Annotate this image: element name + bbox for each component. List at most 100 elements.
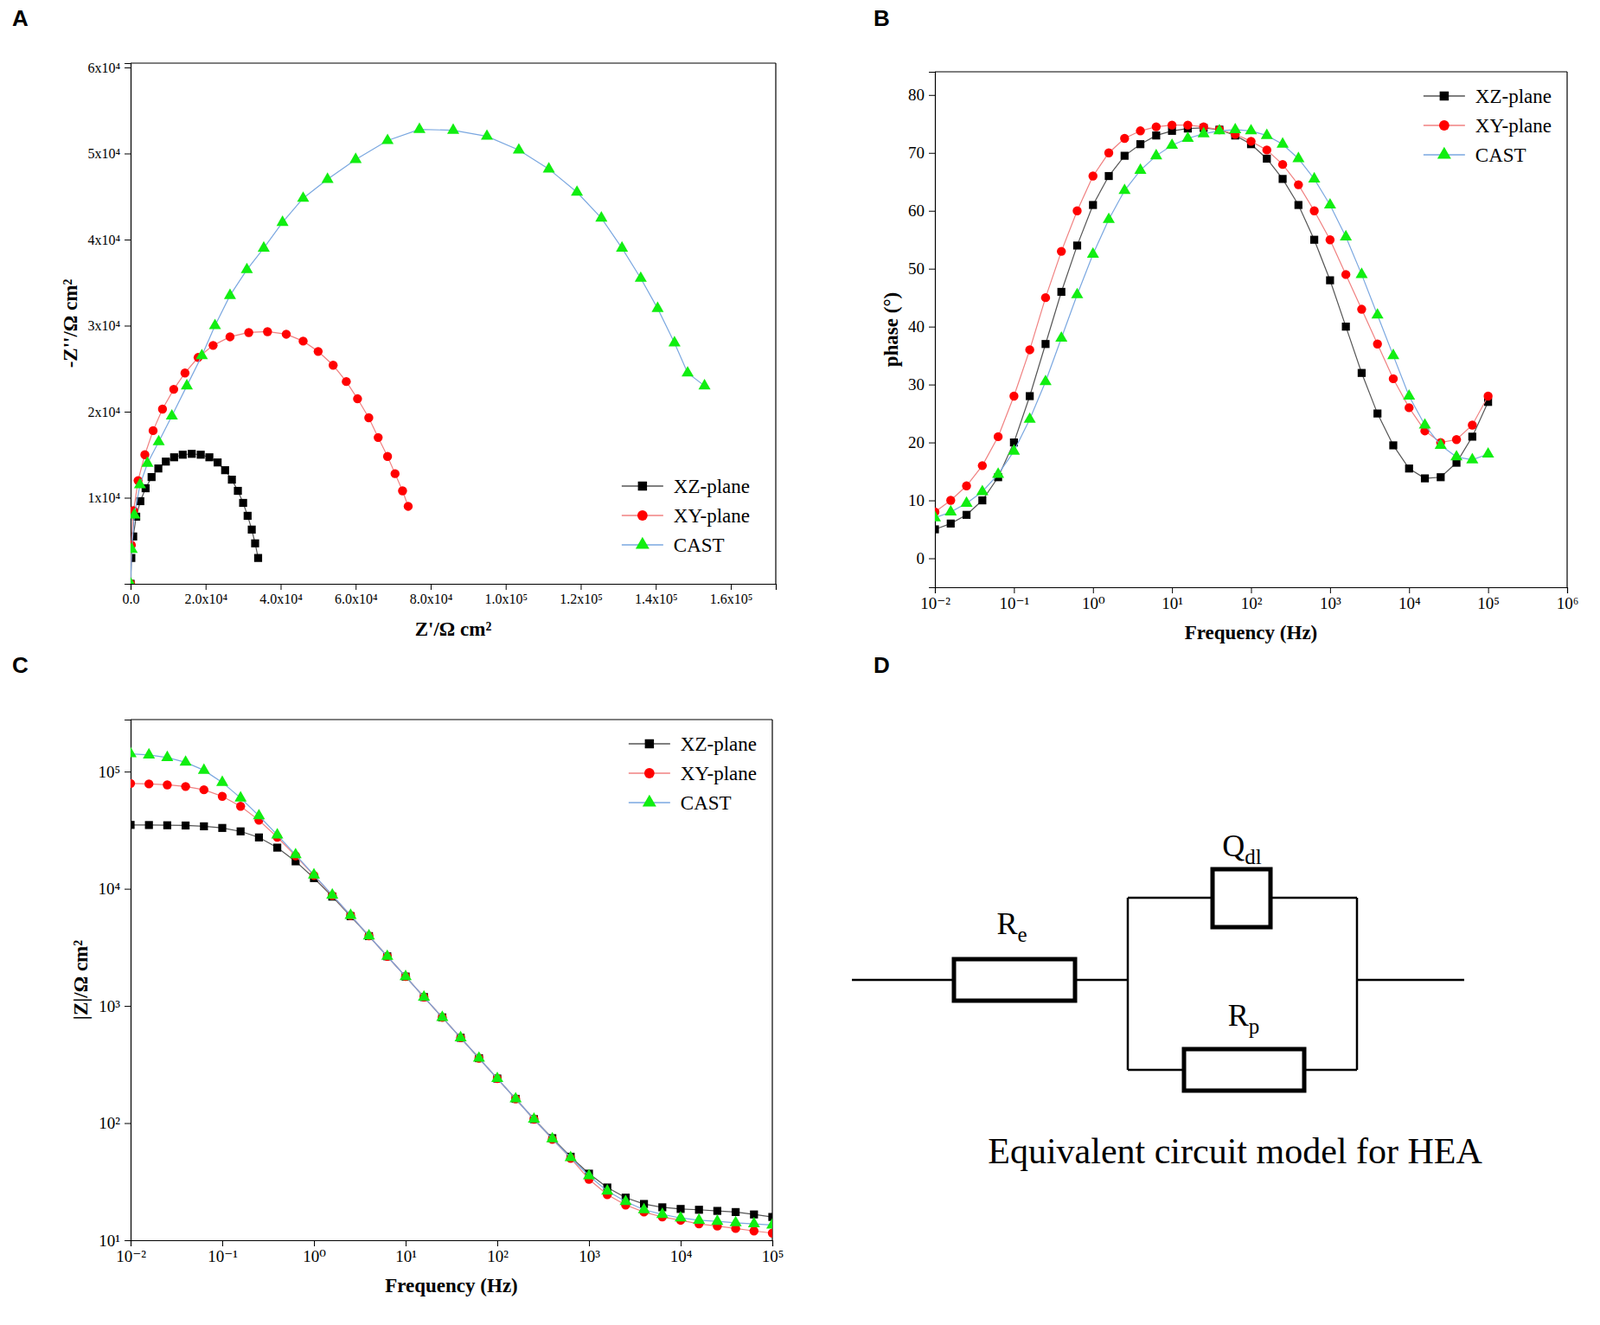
- data-point: [240, 262, 253, 274]
- element-symbol: R: [1228, 998, 1249, 1033]
- data-point: [161, 457, 170, 466]
- tick: 10⁻¹: [999, 587, 1031, 613]
- data-point: [1388, 441, 1397, 449]
- legend-label: XZ-plane: [680, 733, 757, 756]
- legend-marker: [638, 481, 647, 491]
- data-point: [321, 172, 334, 183]
- panel-2: 10⁻²10⁻¹10⁰10¹10²10³10⁴10⁵10¹10²10³10⁴10…: [12, 652, 784, 1297]
- data-point: [1244, 123, 1257, 135]
- data-point: [1325, 235, 1335, 244]
- tick-mark: [124, 1005, 131, 1007]
- wire: [1127, 1068, 1184, 1072]
- data-point: [252, 808, 265, 820]
- data-point: [1118, 183, 1131, 194]
- data-point: [1104, 172, 1113, 180]
- data-point: [454, 1030, 468, 1042]
- data-point: [1278, 174, 1287, 183]
- data-point: [162, 780, 172, 789]
- tick-label: 2.0x10⁴: [184, 591, 228, 607]
- data-point: [638, 1203, 651, 1214]
- tick-mark: [1408, 587, 1410, 594]
- legend-entry: XZ-plane: [621, 475, 750, 498]
- data-point: [130, 779, 135, 788]
- tick-mark: [928, 153, 935, 154]
- tick-label: 1x10⁴: [87, 490, 121, 506]
- data-point: [766, 1217, 773, 1229]
- tick-label: 10⁴: [670, 1247, 693, 1266]
- element-symbol: Q: [1222, 828, 1245, 864]
- series-line: [934, 129, 1489, 519]
- data-point: [1009, 391, 1018, 401]
- data-point: [1388, 374, 1398, 384]
- data-point: [217, 792, 227, 801]
- data-point: [1120, 134, 1129, 143]
- series-line: [934, 128, 1489, 530]
- wire: [1075, 979, 1128, 982]
- data-point: [1152, 121, 1161, 131]
- data-point: [221, 466, 230, 474]
- tick: 10⁶: [1556, 587, 1580, 613]
- tick-label: 10⁵: [761, 1247, 785, 1266]
- data-point: [1405, 464, 1414, 473]
- data-point: [1468, 432, 1477, 441]
- data-point: [1339, 230, 1352, 241]
- data-point: [307, 868, 320, 879]
- data-point: [1260, 128, 1274, 140]
- data-point: [978, 460, 987, 470]
- tick-label: 10⁵: [1477, 594, 1500, 613]
- panel-label: D: [873, 652, 890, 679]
- tick: 10⁴: [97, 879, 131, 898]
- data-point: [619, 1194, 632, 1205]
- tick: 4.0x10⁴: [259, 583, 303, 607]
- data-point: [170, 453, 179, 461]
- plot-area: [934, 120, 1495, 533]
- data-point: [227, 475, 236, 484]
- data-point: [527, 1112, 540, 1123]
- data-point: [1070, 288, 1083, 299]
- data-point: [130, 542, 138, 553]
- legend-marker: [1440, 91, 1449, 101]
- data-point: [1246, 136, 1255, 146]
- tick: 10²: [486, 1240, 509, 1266]
- tick: 10⁻²: [920, 587, 951, 613]
- data-point: [1262, 145, 1272, 154]
- tick: 6x10⁴: [87, 60, 131, 76]
- data-point: [297, 191, 310, 202]
- tick-mark: [124, 889, 131, 890]
- data-point: [1308, 172, 1321, 183]
- tick-label: 10: [908, 491, 925, 510]
- data-point: [271, 827, 284, 839]
- data-point: [1387, 348, 1400, 359]
- tick-label: 10⁴: [1398, 594, 1421, 613]
- legend-label: CAST: [673, 534, 725, 557]
- legend-marker: [642, 794, 657, 807]
- wire: [851, 979, 954, 982]
- tick-label: 10⁻¹: [999, 594, 1031, 613]
- data-point: [944, 505, 957, 516]
- data-point: [978, 496, 986, 505]
- data-point: [180, 781, 190, 791]
- tick: 0: [916, 549, 936, 568]
- tick-mark: [1488, 587, 1490, 594]
- data-point: [243, 327, 253, 337]
- legend-marker: [644, 768, 655, 779]
- data-point: [262, 326, 272, 336]
- data-point: [1357, 369, 1366, 378]
- x-axis: 10⁻²10⁻¹10⁰10¹10²10³10⁴10⁵10⁶: [920, 587, 1579, 613]
- tick: 8.0x10⁴: [409, 583, 454, 607]
- wire: [1304, 1068, 1357, 1072]
- tick-label: 50: [908, 259, 925, 278]
- data-point: [1041, 339, 1050, 348]
- data-point: [236, 801, 245, 811]
- tick: 1.2x10⁵: [559, 583, 603, 607]
- tick-label: 4.0x10⁴: [259, 591, 303, 607]
- legend-label: XY-plane: [1475, 115, 1552, 137]
- data-point: [148, 426, 158, 436]
- data-point: [634, 271, 647, 282]
- data-point: [543, 161, 556, 173]
- tick-mark: [124, 1240, 131, 1242]
- tick-mark: [928, 500, 935, 502]
- tick: 3x10⁴: [87, 318, 131, 333]
- data-point: [570, 185, 583, 196]
- data-point: [1024, 345, 1034, 354]
